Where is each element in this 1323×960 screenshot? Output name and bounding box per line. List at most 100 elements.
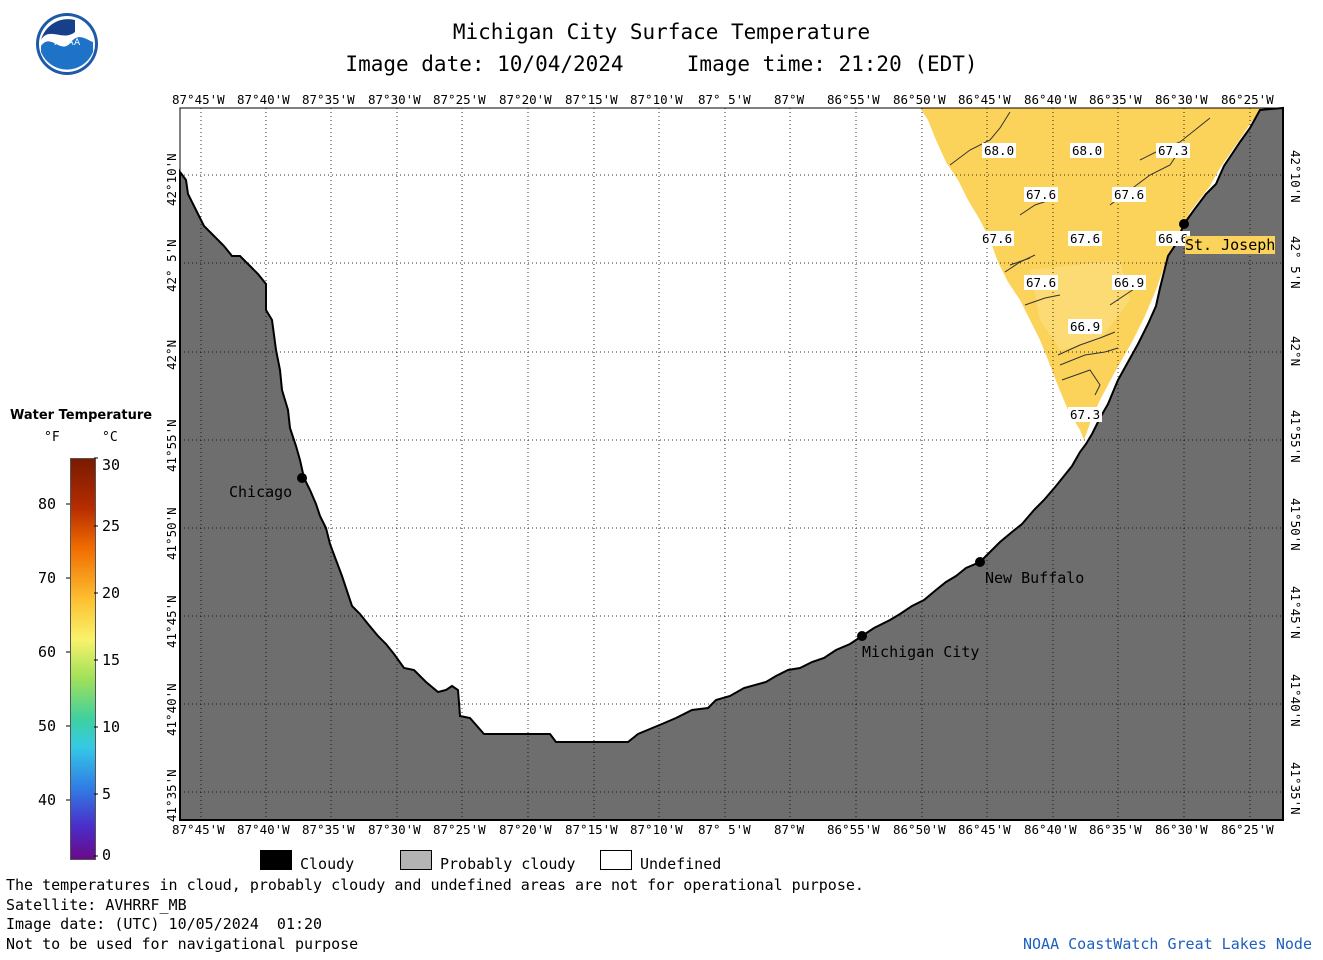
colorbar-c-tick: 10 (102, 718, 121, 736)
lon-label: 86°25'W (1221, 92, 1274, 107)
colorbar-c-tick: 0 (102, 846, 112, 864)
lon-label: 87°40'W (237, 92, 290, 107)
lon-label: 87°W (774, 822, 805, 837)
lon-label: 86°30'W (1155, 92, 1208, 107)
place-label-chicago: Chicago (229, 483, 293, 501)
chicago-marker (297, 473, 307, 483)
footer-utc-date: Image date: (UTC) 10/05/2024 01:20 (6, 915, 323, 933)
lon-label: 86°30'W (1155, 822, 1208, 837)
contour-label: 67.6 (1024, 187, 1059, 202)
colorbar-unit-f: °F (44, 430, 60, 445)
place-label-michigan-city: Michigan City (862, 643, 980, 661)
lon-label: 86°45'W (958, 822, 1011, 837)
contour-label: 68.0 (982, 143, 1017, 158)
lon-label: 86°35'W (1089, 822, 1142, 837)
contour-label: 67.6 (1024, 275, 1059, 290)
footer-nav-note: Not to be used for navigational purpose (6, 935, 359, 953)
colorbar-unit-c: °C (102, 430, 118, 445)
colorbar-c-tick: 15 (102, 651, 121, 669)
lon-label: 87° 5'W (698, 822, 751, 837)
lon-label: 87°25'W (433, 822, 486, 837)
lon-label: 86°50'W (893, 92, 946, 107)
colorbar-f-tick: 40 (38, 791, 57, 809)
lon-label: 87°30'W (368, 92, 421, 107)
contour-label: 67.6 (1068, 231, 1103, 246)
legend-undefined-label: Undefined (640, 855, 722, 873)
colorbar-f-tick: 50 (38, 717, 57, 735)
place-label-st-joseph: St. Joseph (1185, 236, 1276, 254)
lat-label: 42°N (1288, 336, 1303, 367)
noaa-logo-icon: NOAA (35, 12, 99, 76)
lon-label: 86°40'W (1024, 92, 1077, 107)
lon-label: 86°35'W (1089, 92, 1142, 107)
contour-label: 67.3 (1156, 143, 1191, 158)
lat-label: 41°40'N (1288, 674, 1303, 727)
contour-label: 66.6 (1156, 231, 1191, 246)
lat-label: 42°10'N (164, 153, 179, 206)
colorbar-c-tick: 25 (102, 517, 121, 535)
footer-note: The temperatures in cloud, probably clou… (6, 876, 864, 894)
lon-label: 87°10'W (630, 92, 683, 107)
lat-label: 42° 5'N (1288, 236, 1303, 289)
lon-label: 87°W (774, 92, 805, 107)
lat-label: 41°45'N (164, 595, 179, 648)
lon-label: 87°35'W (302, 822, 355, 837)
lat-label: 41°40'N (164, 683, 179, 736)
place-label-new-buffalo: New Buffalo (985, 569, 1085, 587)
page-title: Michigan City Surface Temperature (452, 20, 871, 44)
lon-label: 87° 5'W (698, 92, 751, 107)
lon-label: 87°45'W (172, 92, 225, 107)
image-date-subtitle: Image date: 10/04/2024 Image time: 21:20… (345, 52, 978, 76)
footer-credit: NOAA CoastWatch Great Lakes Node (1023, 935, 1312, 953)
lat-label: 41°35'N (164, 769, 179, 822)
lon-label: 86°25'W (1221, 822, 1274, 837)
colorbar-f-tick: 60 (38, 643, 57, 661)
legend-cloudy-swatch (260, 850, 292, 870)
lon-label: 87°45'W (172, 822, 225, 837)
lon-label: 87°15'W (565, 92, 618, 107)
lat-label: 41°45'N (1288, 586, 1303, 639)
colorbar-c-tick: 20 (102, 584, 121, 602)
lat-label: 42°10'N (1288, 150, 1303, 203)
lon-label: 87°15'W (565, 822, 618, 837)
lat-label: 41°50'N (1288, 498, 1303, 551)
svg-text:NOAA: NOAA (54, 38, 81, 48)
legend-undefined-swatch (600, 850, 632, 870)
lat-label: 41°35'N (1288, 762, 1303, 815)
contour-label: 67.6 (980, 231, 1015, 246)
footer-satellite: Satellite: AVHRRF_MB (6, 896, 187, 914)
legend-cloudy-label: Cloudy (300, 855, 355, 873)
legend-probably-cloudy-label: Probably cloudy (440, 855, 576, 873)
lon-label: 87°20'W (499, 822, 552, 837)
contour-lines (949, 111, 1211, 396)
lon-label: 86°55'W (827, 822, 880, 837)
lon-label: 87°30'W (368, 822, 421, 837)
lon-label: 87°20'W (499, 92, 552, 107)
colorbar-c-tick: 30 (102, 456, 121, 474)
new-buffalo-marker (975, 557, 985, 567)
contour-label: 66.9 (1112, 275, 1147, 290)
lon-label: 87°10'W (630, 822, 683, 837)
colorbar-c-tick: 5 (102, 785, 112, 803)
lon-label: 87°40'W (237, 822, 290, 837)
lat-label: 41°55'N (164, 419, 179, 472)
lon-label: 86°45'W (958, 92, 1011, 107)
lat-label: 42°N (164, 339, 179, 370)
lat-label: 42° 5'N (164, 239, 179, 292)
lon-label: 86°55'W (827, 92, 880, 107)
contour-label: 67.3 (1068, 407, 1103, 422)
colorbar-title: Water Temperature (10, 408, 153, 423)
land-west (179, 106, 1284, 821)
colorbar-f-tick: 80 (38, 495, 57, 513)
michigan-city-marker (857, 631, 867, 641)
colorbar-f-tick: 70 (38, 569, 57, 587)
legend-probably-cloudy-swatch (400, 850, 432, 870)
contour-label: 68.0 (1070, 143, 1105, 158)
colorbar-ticks (66, 457, 98, 857)
colorbar-scale (70, 458, 96, 860)
lat-label: 41°50'N (164, 507, 179, 560)
lon-label: 86°50'W (893, 822, 946, 837)
st-joseph-marker (1179, 219, 1189, 229)
lon-label: 87°25'W (433, 92, 486, 107)
